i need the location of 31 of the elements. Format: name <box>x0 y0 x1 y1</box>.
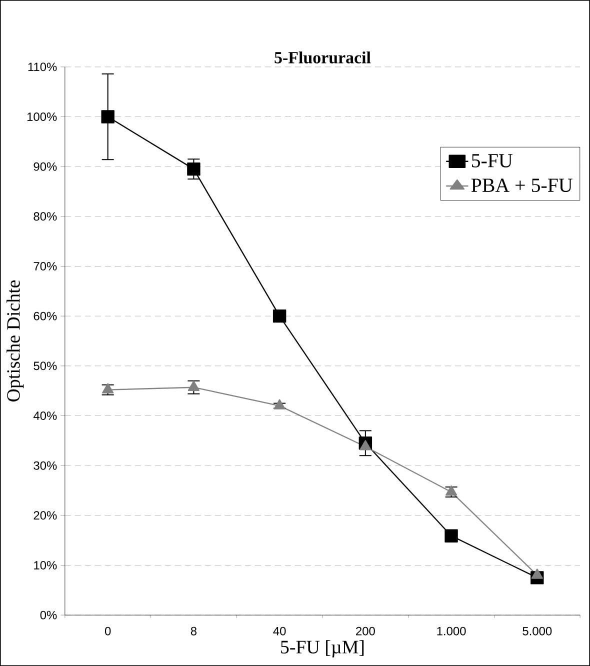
y-tick-label: 90% <box>34 162 57 171</box>
x-tick-label: 0 <box>105 626 111 636</box>
x-axis-title: 5-FU [µM] <box>281 640 364 658</box>
y-tick-label: 80% <box>34 212 57 221</box>
x-tick-label: 40 <box>273 626 286 636</box>
x-tick-label: 8 <box>190 626 197 636</box>
y-tick-label: 100% <box>27 112 57 121</box>
x-tick-label: 5.000 <box>522 626 552 636</box>
y-tick-label: 110% <box>28 62 57 72</box>
point <box>187 162 200 176</box>
y-tick-label: 60% <box>34 312 57 320</box>
y-tick-label: 30% <box>34 461 57 470</box>
point <box>274 399 286 410</box>
legend-label: PBA + 5-FU <box>471 178 572 192</box>
point <box>101 110 114 124</box>
y-tick-label: 40% <box>34 412 57 420</box>
y-tick-label: 10% <box>34 561 57 570</box>
y-tick-label: 0% <box>40 610 57 620</box>
y-axis-title: Optische Dichte <box>6 280 24 402</box>
point <box>188 380 200 391</box>
point <box>360 440 372 450</box>
y-tick-label: 70% <box>34 262 57 270</box>
x-tick-label: 1.000 <box>437 626 466 636</box>
chart-title: 5-Fluoruracil <box>274 51 371 64</box>
point <box>444 529 458 542</box>
y-tick-label: 20% <box>34 511 57 520</box>
point <box>272 309 286 323</box>
legend-label: 5-FU <box>472 154 512 168</box>
y-tick-label: 50% <box>34 362 57 370</box>
point <box>531 568 543 579</box>
x-tick-label: 200 <box>356 626 375 636</box>
